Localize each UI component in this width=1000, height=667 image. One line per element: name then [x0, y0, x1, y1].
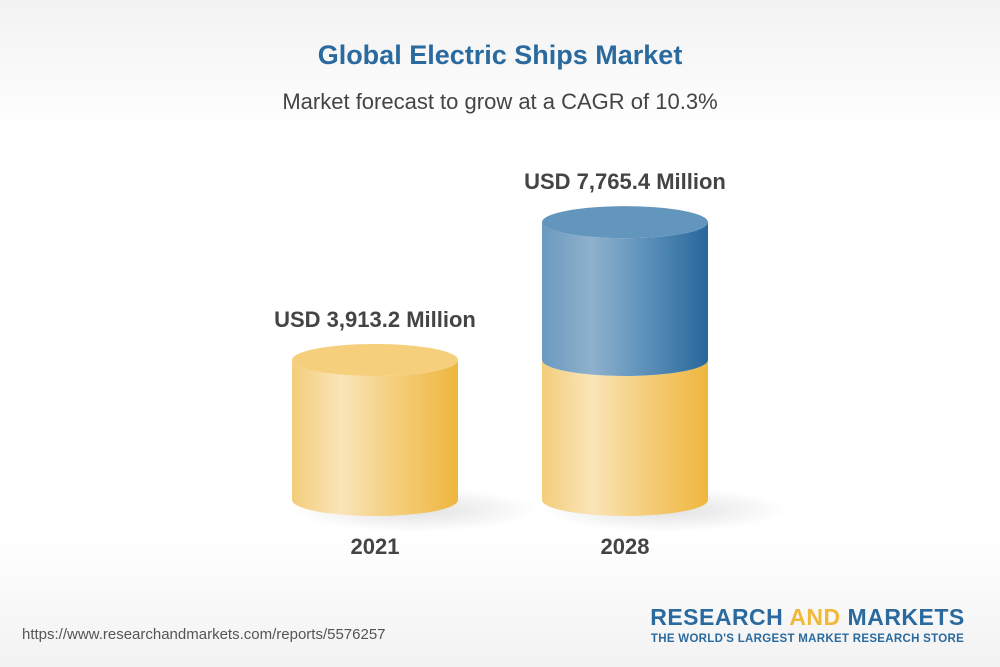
- logo-tagline: THE WORLD'S LARGEST MARKET RESEARCH STOR…: [650, 633, 965, 645]
- research-and-markets-logo: RESEARCH AND MARKETS THE WORLD'S LARGEST…: [640, 604, 975, 645]
- cylinder-top: [292, 344, 458, 376]
- logo-text-research: RESEARCH: [650, 604, 790, 630]
- data-label: USD 7,765.4 Million: [524, 169, 726, 194]
- source-url[interactable]: https://www.researchandmarkets.com/repor…: [22, 626, 386, 643]
- x-tick-label: 2028: [601, 534, 650, 559]
- logo-text-markets: MARKETS: [840, 604, 965, 630]
- cylinder-growth-segment: [542, 222, 708, 376]
- data-label: USD 3,913.2 Million: [274, 307, 476, 332]
- chart-title: Global Electric Ships Market: [317, 40, 683, 70]
- cylinder-base-segment: [292, 360, 458, 516]
- x-tick-label: 2021: [351, 534, 400, 559]
- logo-text-and: AND: [789, 604, 841, 630]
- chart-subtitle: Market forecast to grow at a CAGR of 10.…: [282, 89, 718, 114]
- cylinder-top: [542, 206, 708, 239]
- cylinder-base-segment: [542, 360, 708, 516]
